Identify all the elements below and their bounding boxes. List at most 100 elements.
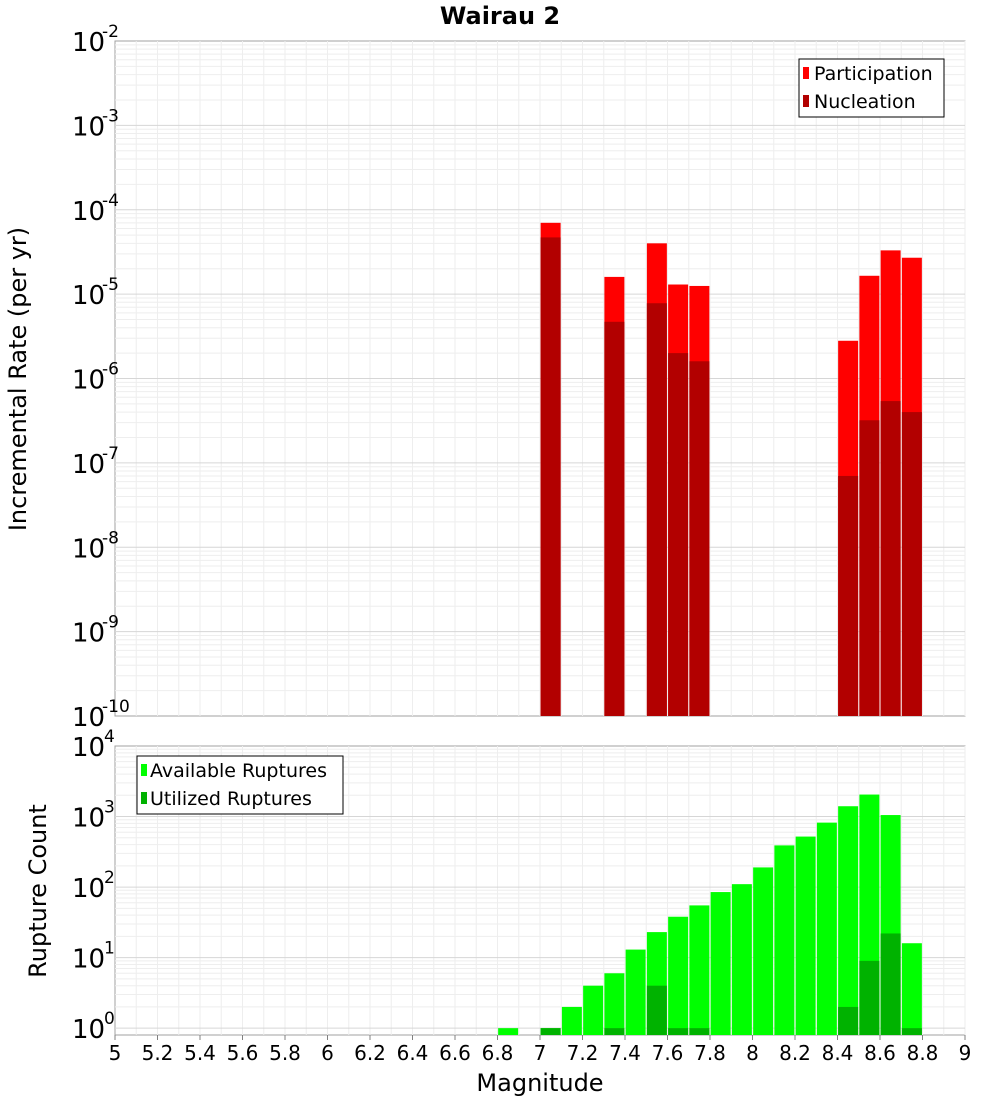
nucleation-bar	[689, 361, 710, 716]
y-tick-exponent: -8	[102, 528, 119, 548]
x-tick-label: 6	[321, 1041, 334, 1065]
y-tick-label: 10	[72, 619, 105, 649]
y-tick-label: 10	[72, 112, 105, 142]
x-tick-label: 6.2	[354, 1041, 386, 1065]
x-tick-label: 6.4	[397, 1041, 429, 1065]
nucleation-bar	[901, 412, 922, 716]
y-tick-exponent: -2	[102, 22, 119, 42]
y-tick-label: 10	[72, 874, 105, 904]
x-tick-label: 9	[959, 1041, 972, 1065]
bottom-legend-box	[136, 755, 344, 815]
legend-swatch-utilized	[141, 792, 147, 804]
y-tick-exponent: 0	[104, 1009, 115, 1029]
y-tick-exponent: -9	[102, 613, 119, 633]
available-bar	[689, 905, 710, 1035]
legend-label-participation: Participation	[814, 63, 933, 85]
y-tick-label: 10	[72, 804, 105, 834]
x-ticks: 5 5.2 5.4 5.6 5.8 6 6.2 6.4 6.6 6.8 7 7.2 7.4 7.6 7.8 8…	[109, 1035, 972, 1065]
available-bar	[625, 949, 646, 1035]
available-bar	[668, 916, 689, 1035]
x-tick-label: 7.6	[652, 1041, 684, 1065]
x-tick-label: 8.2	[779, 1041, 811, 1065]
available-bar	[583, 985, 604, 1035]
y-tick-exponent: -6	[102, 360, 119, 380]
available-bar	[816, 822, 837, 1035]
y-tick-exponent: -4	[102, 191, 119, 211]
utilized-bar	[689, 1028, 710, 1035]
legend-label-utilized: Utilized Ruptures	[150, 788, 312, 810]
utilized-bar	[838, 1006, 859, 1035]
nucleation-bar	[668, 353, 689, 716]
x-tick-label: 8.8	[907, 1041, 939, 1065]
nucleation-bar	[859, 420, 880, 716]
y-tick-exponent: 3	[104, 798, 115, 818]
y-tick-label: 10	[72, 1015, 105, 1045]
utilized-bar	[901, 1028, 922, 1035]
bottom-legend: Available Ruptures Utilized Ruptures	[136, 755, 344, 815]
x-tick-label: 8	[746, 1041, 759, 1065]
legend-label-available: Available Ruptures	[150, 760, 327, 782]
legend-label-nucleation: Nucleation	[814, 91, 916, 113]
x-axis-label: Magnitude	[476, 1069, 603, 1097]
x-tick-label: 5	[109, 1041, 122, 1065]
y-tick-label: 10	[72, 733, 105, 763]
x-tick-label: 5.2	[142, 1041, 174, 1065]
available-bar	[838, 806, 859, 1035]
y-tick-exponent: -3	[102, 106, 119, 126]
available-bar	[498, 1028, 519, 1035]
y-tick-label: 10	[72, 366, 105, 396]
y-tick-label: 10	[72, 281, 105, 311]
utilized-bar	[646, 985, 667, 1035]
bottom-bars	[498, 794, 922, 1035]
chart-title: Wairau 2	[440, 2, 560, 30]
x-tick-label: 8.4	[822, 1041, 854, 1065]
bottom-y-axis-label: Rupture Count	[24, 804, 52, 978]
y-tick-exponent: 2	[104, 868, 115, 888]
nucleation-bar	[540, 237, 561, 716]
top-legend-box	[798, 58, 945, 118]
x-tick-label: 5.4	[184, 1041, 216, 1065]
y-tick-exponent: 4	[104, 727, 115, 747]
available-bar	[710, 892, 731, 1035]
available-bar	[561, 1006, 582, 1035]
x-tick-label: 8.6	[864, 1041, 896, 1065]
x-tick-label: 7.8	[694, 1041, 726, 1065]
utilized-bar	[604, 1028, 625, 1035]
y-tick-exponent: -10	[102, 697, 130, 717]
x-tick-label: 5.6	[227, 1041, 259, 1065]
utilized-bar	[880, 933, 901, 1035]
utilized-bar	[859, 960, 880, 1035]
nucleation-bar	[604, 321, 625, 716]
top-grid	[115, 41, 966, 716]
y-tick-exponent: -5	[102, 275, 119, 295]
x-tick-label: 7.4	[609, 1041, 641, 1065]
x-tick-label: 7.2	[567, 1041, 599, 1065]
top-bars	[540, 222, 922, 717]
available-bar	[731, 884, 752, 1035]
top-y-axis-label: Incremental Rate (per yr)	[4, 227, 32, 531]
nucleation-bar	[646, 303, 667, 716]
x-tick-label: 5.8	[269, 1041, 301, 1065]
legend-swatch-nucleation	[803, 95, 809, 107]
y-tick-label: 10	[72, 197, 105, 227]
nucleation-bar	[880, 401, 901, 716]
y-tick-label: 10	[72, 703, 105, 733]
utilized-bar	[540, 1028, 561, 1035]
legend-swatch-available	[141, 764, 147, 776]
y-tick-exponent: 1	[104, 939, 115, 959]
available-bar	[753, 867, 774, 1035]
y-tick-label: 10	[72, 534, 105, 564]
available-bar	[795, 836, 816, 1035]
y-tick-exponent: -7	[102, 444, 119, 464]
available-bar	[604, 973, 625, 1035]
y-tick-label: 10	[72, 28, 105, 58]
y-tick-label: 10	[72, 945, 105, 975]
nucleation-bar	[838, 475, 859, 716]
x-tick-label: 6.8	[482, 1041, 514, 1065]
utilized-bar	[668, 1028, 689, 1035]
y-tick-label: 10	[72, 450, 105, 480]
available-bar	[901, 943, 922, 1035]
